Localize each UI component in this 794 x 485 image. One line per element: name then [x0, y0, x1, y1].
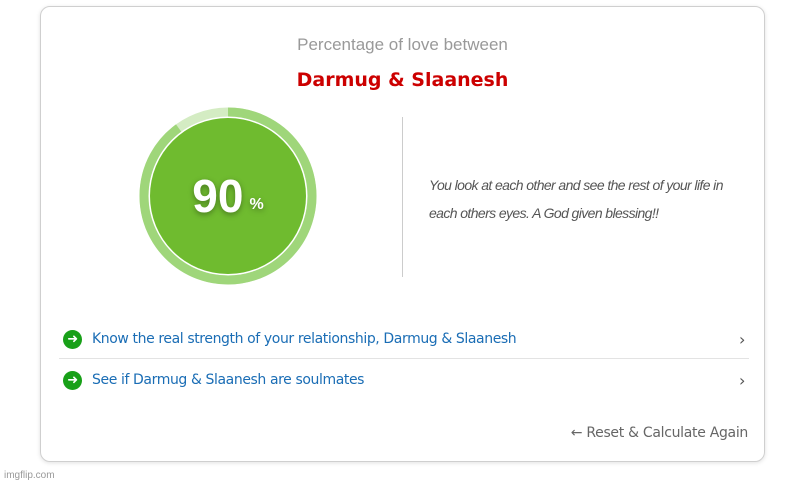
divider	[59, 358, 749, 359]
vertical-divider	[402, 117, 403, 277]
love-gauge	[139, 107, 317, 285]
subtitle: Percentage of love between	[297, 35, 508, 54]
gauge-inner	[150, 118, 306, 274]
percentage-symbol: %	[249, 196, 264, 213]
chevron-right-icon: ›	[739, 370, 745, 390]
link-label: Know the real strength of your relations…	[92, 331, 517, 347]
result-message: You look at each other and see the rest …	[429, 177, 723, 221]
arrow-circle-right-icon: ➜	[63, 329, 82, 349]
couple-names: Darmug & Slaanesh	[296, 69, 509, 91]
chevron-right-icon: ›	[739, 329, 745, 349]
watermark: imgflip.com	[4, 470, 55, 481]
link-label: See if Darmug & Slaanesh are soulmates	[92, 372, 365, 388]
arrow-circle-right-icon: ➜	[63, 370, 82, 390]
percentage-display: 90 %	[139, 107, 317, 285]
love-result-card: Percentage of love between Darmug & Slaa…	[40, 6, 765, 462]
relationship-strength-link[interactable]: ➜ Know the real strength of your relatio…	[63, 320, 751, 358]
reset-button[interactable]: ← Reset & Calculate Again	[570, 425, 749, 441]
soulmates-link[interactable]: ➜ See if Darmug & Slaanesh are soulmates…	[63, 361, 751, 399]
gauge-progress-arc	[139, 107, 317, 285]
percentage-value: 90	[192, 170, 244, 222]
